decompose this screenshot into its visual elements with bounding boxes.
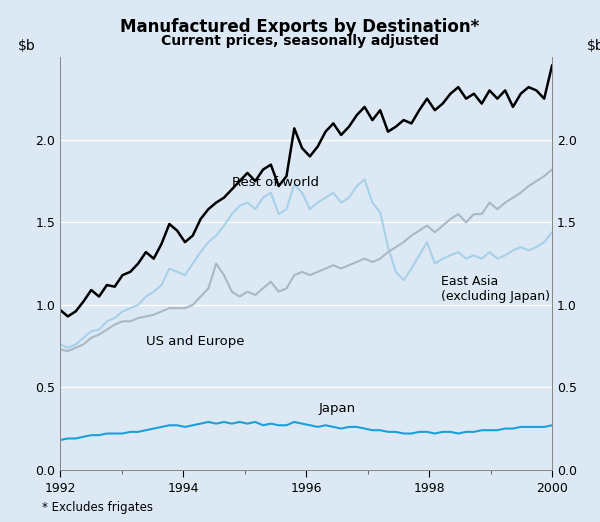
Text: Rest of world: Rest of world bbox=[232, 176, 319, 189]
Text: * Excludes frigates: * Excludes frigates bbox=[42, 501, 153, 514]
Text: Current prices, seasonally adjusted: Current prices, seasonally adjusted bbox=[161, 34, 439, 48]
Text: $b: $b bbox=[586, 39, 600, 53]
Text: Japan: Japan bbox=[318, 402, 355, 416]
Text: Manufactured Exports by Destination*: Manufactured Exports by Destination* bbox=[121, 18, 479, 36]
Text: $b: $b bbox=[18, 39, 36, 53]
Text: US and Europe: US and Europe bbox=[146, 335, 245, 348]
Text: East Asia
(excluding Japan): East Asia (excluding Japan) bbox=[442, 275, 550, 303]
